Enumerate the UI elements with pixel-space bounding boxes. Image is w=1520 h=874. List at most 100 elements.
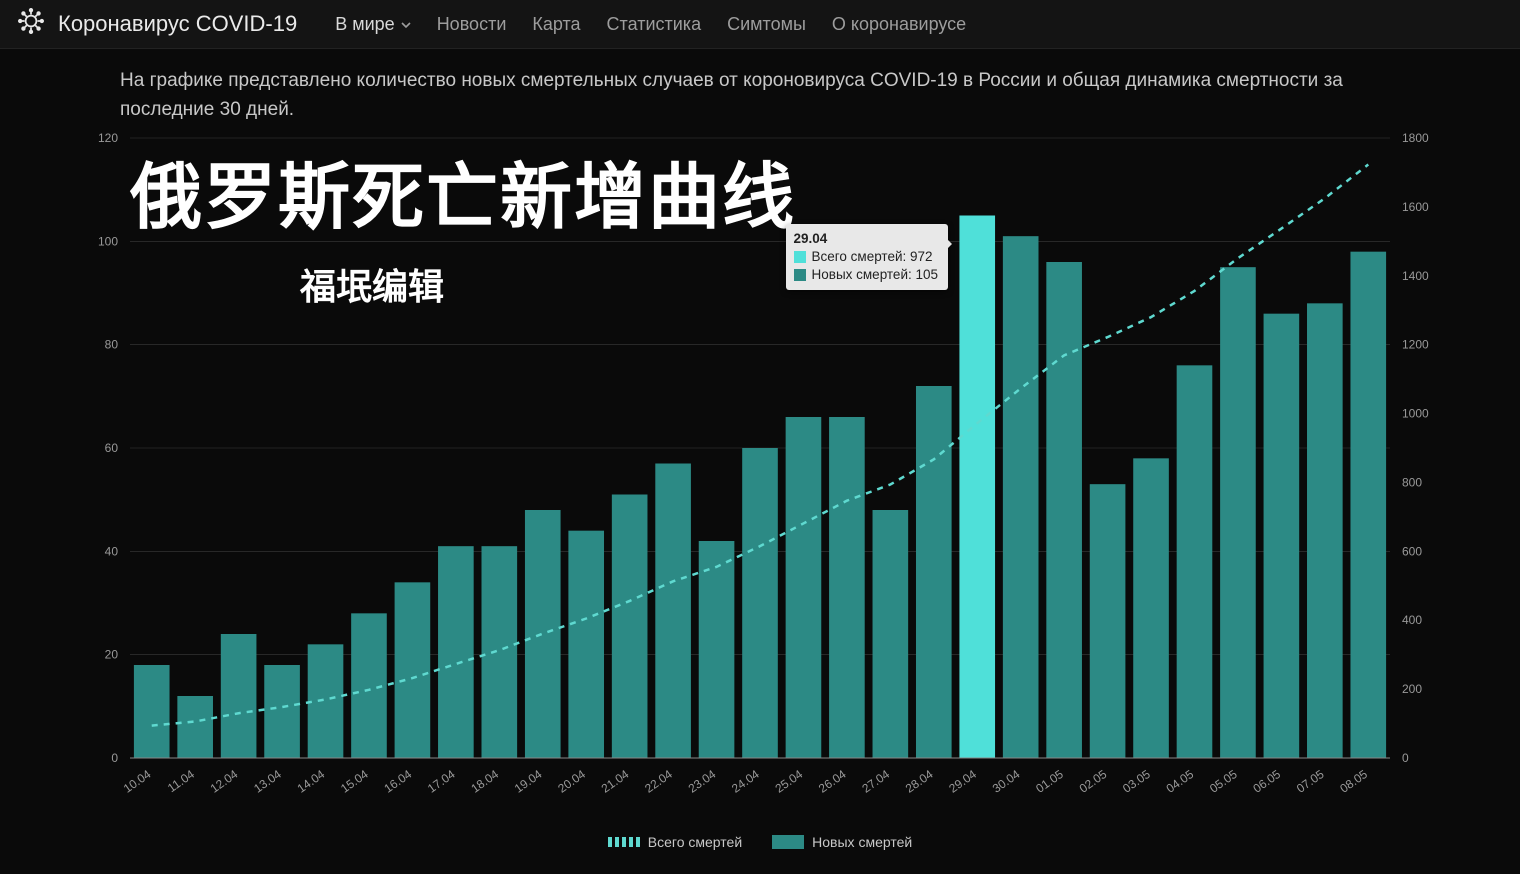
bar[interactable]	[308, 644, 344, 758]
bar[interactable]	[655, 464, 691, 759]
bar[interactable]	[1046, 262, 1082, 758]
bar[interactable]	[264, 665, 300, 758]
svg-text:19.04: 19.04	[512, 767, 545, 796]
tooltip-text: Всего смертей: 972	[812, 248, 933, 266]
legend-label: Новых смертей	[812, 834, 912, 850]
bar[interactable]	[134, 665, 170, 758]
svg-text:25.04: 25.04	[773, 767, 806, 796]
svg-text:800: 800	[1402, 475, 1422, 489]
svg-text:16.04: 16.04	[382, 767, 415, 796]
bar[interactable]	[916, 386, 952, 758]
bar[interactable]	[1003, 236, 1039, 758]
bar[interactable]	[177, 696, 213, 758]
svg-text:13.04: 13.04	[251, 767, 284, 796]
bar[interactable]	[1220, 267, 1256, 758]
bar[interactable]	[395, 582, 431, 758]
svg-text:11.04: 11.04	[165, 767, 197, 795]
brand[interactable]: Коронавирус COVID-19	[18, 8, 297, 40]
tooltip-swatch	[794, 251, 806, 263]
tooltip-row: Новых смертей: 105	[794, 266, 939, 284]
bar[interactable]	[525, 510, 561, 758]
svg-text:1600: 1600	[1402, 200, 1429, 214]
tooltip-date: 29.04	[794, 230, 939, 248]
svg-text:23.04: 23.04	[686, 767, 719, 796]
svg-text:04.05: 04.05	[1164, 767, 1197, 796]
overlay-subtitle: 福垊编辑	[300, 258, 444, 310]
bar[interactable]	[438, 546, 474, 758]
svg-text:20.04: 20.04	[555, 767, 588, 796]
legend-swatch	[608, 835, 640, 849]
svg-text:27.04: 27.04	[859, 767, 892, 796]
bar[interactable]	[742, 448, 778, 758]
chart-tooltip: 29.04 Всего смертей: 972Новых смертей: 1…	[786, 224, 949, 291]
brand-title: Коронавирус COVID-19	[58, 11, 297, 37]
svg-text:600: 600	[1402, 544, 1422, 558]
nav-item[interactable]: В мире	[335, 14, 410, 35]
main-nav: В мире Новости Карта Статистика Симтомы О кор…	[335, 14, 966, 35]
svg-text:1800: 1800	[1402, 131, 1429, 145]
svg-text:0: 0	[111, 751, 118, 765]
bar[interactable]	[1264, 314, 1300, 758]
svg-text:03.05: 03.05	[1120, 767, 1153, 796]
tooltip-row: Всего смертей: 972	[794, 248, 939, 266]
svg-text:400: 400	[1402, 613, 1422, 627]
legend-item[interactable]: Всего смертей	[608, 834, 742, 850]
bar[interactable]	[221, 634, 257, 758]
svg-text:29.04: 29.04	[946, 767, 979, 796]
nav-item[interactable]: Симтомы	[727, 14, 806, 35]
svg-text:24.04: 24.04	[729, 767, 762, 796]
nav-item[interactable]: Карта	[532, 14, 580, 35]
bar[interactable]	[699, 541, 735, 758]
bar[interactable]	[829, 417, 865, 758]
svg-text:10.04: 10.04	[121, 767, 154, 796]
svg-text:15.04: 15.04	[338, 767, 371, 796]
svg-text:05.05: 05.05	[1207, 767, 1240, 796]
svg-text:1000: 1000	[1402, 407, 1429, 421]
svg-text:12.04: 12.04	[208, 767, 241, 796]
svg-text:40: 40	[105, 544, 119, 558]
bar[interactable]	[1177, 365, 1213, 758]
legend-swatch	[772, 835, 804, 849]
svg-text:120: 120	[98, 131, 118, 145]
svg-text:30.04: 30.04	[990, 767, 1023, 796]
tooltip-swatch	[794, 269, 806, 281]
svg-text:17.04: 17.04	[425, 767, 458, 796]
bar[interactable]	[481, 546, 517, 758]
svg-text:20: 20	[105, 648, 119, 662]
svg-text:22.04: 22.04	[642, 767, 675, 796]
bar[interactable]	[959, 216, 995, 759]
bar[interactable]	[1133, 458, 1169, 758]
svg-text:08.05: 08.05	[1337, 767, 1370, 796]
svg-text:02.05: 02.05	[1077, 767, 1110, 796]
svg-text:28.04: 28.04	[903, 767, 936, 796]
svg-text:100: 100	[98, 234, 118, 248]
nav-item[interactable]: Новости	[437, 14, 507, 35]
svg-text:06.05: 06.05	[1250, 767, 1283, 796]
bar[interactable]	[612, 495, 648, 759]
svg-text:80: 80	[105, 338, 119, 352]
tooltip-text: Новых смертей: 105	[812, 266, 939, 284]
bar[interactable]	[1307, 303, 1343, 758]
nav-item[interactable]: Статистика	[607, 14, 702, 35]
bar[interactable]	[1090, 484, 1126, 758]
bar[interactable]	[568, 531, 604, 758]
svg-text:18.04: 18.04	[468, 767, 501, 796]
svg-text:21.04: 21.04	[599, 767, 632, 796]
svg-text:07.05: 07.05	[1294, 767, 1327, 796]
bar[interactable]	[1350, 252, 1386, 758]
legend-item[interactable]: Новых смертей	[772, 834, 912, 850]
svg-text:1200: 1200	[1402, 338, 1429, 352]
nav-item[interactable]: О коронавирусе	[832, 14, 966, 35]
chevron-down-icon	[401, 14, 411, 35]
chart-container: 0204060801001200200400600800100012001400…	[0, 128, 1520, 828]
virus-icon	[18, 8, 44, 40]
legend-label: Всего смертей	[648, 834, 742, 850]
bar[interactable]	[873, 510, 909, 758]
chart-legend: Всего смертей Новых смертей	[0, 828, 1520, 850]
bar[interactable]	[786, 417, 822, 758]
svg-text:26.04: 26.04	[816, 767, 849, 796]
svg-text:200: 200	[1402, 682, 1422, 696]
overlay-title: 俄罗斯死亡新增曲线	[130, 138, 796, 243]
top-nav: Коронавирус COVID-19 В мире Новости Карта С…	[0, 0, 1520, 49]
svg-text:14.04: 14.04	[295, 767, 328, 796]
